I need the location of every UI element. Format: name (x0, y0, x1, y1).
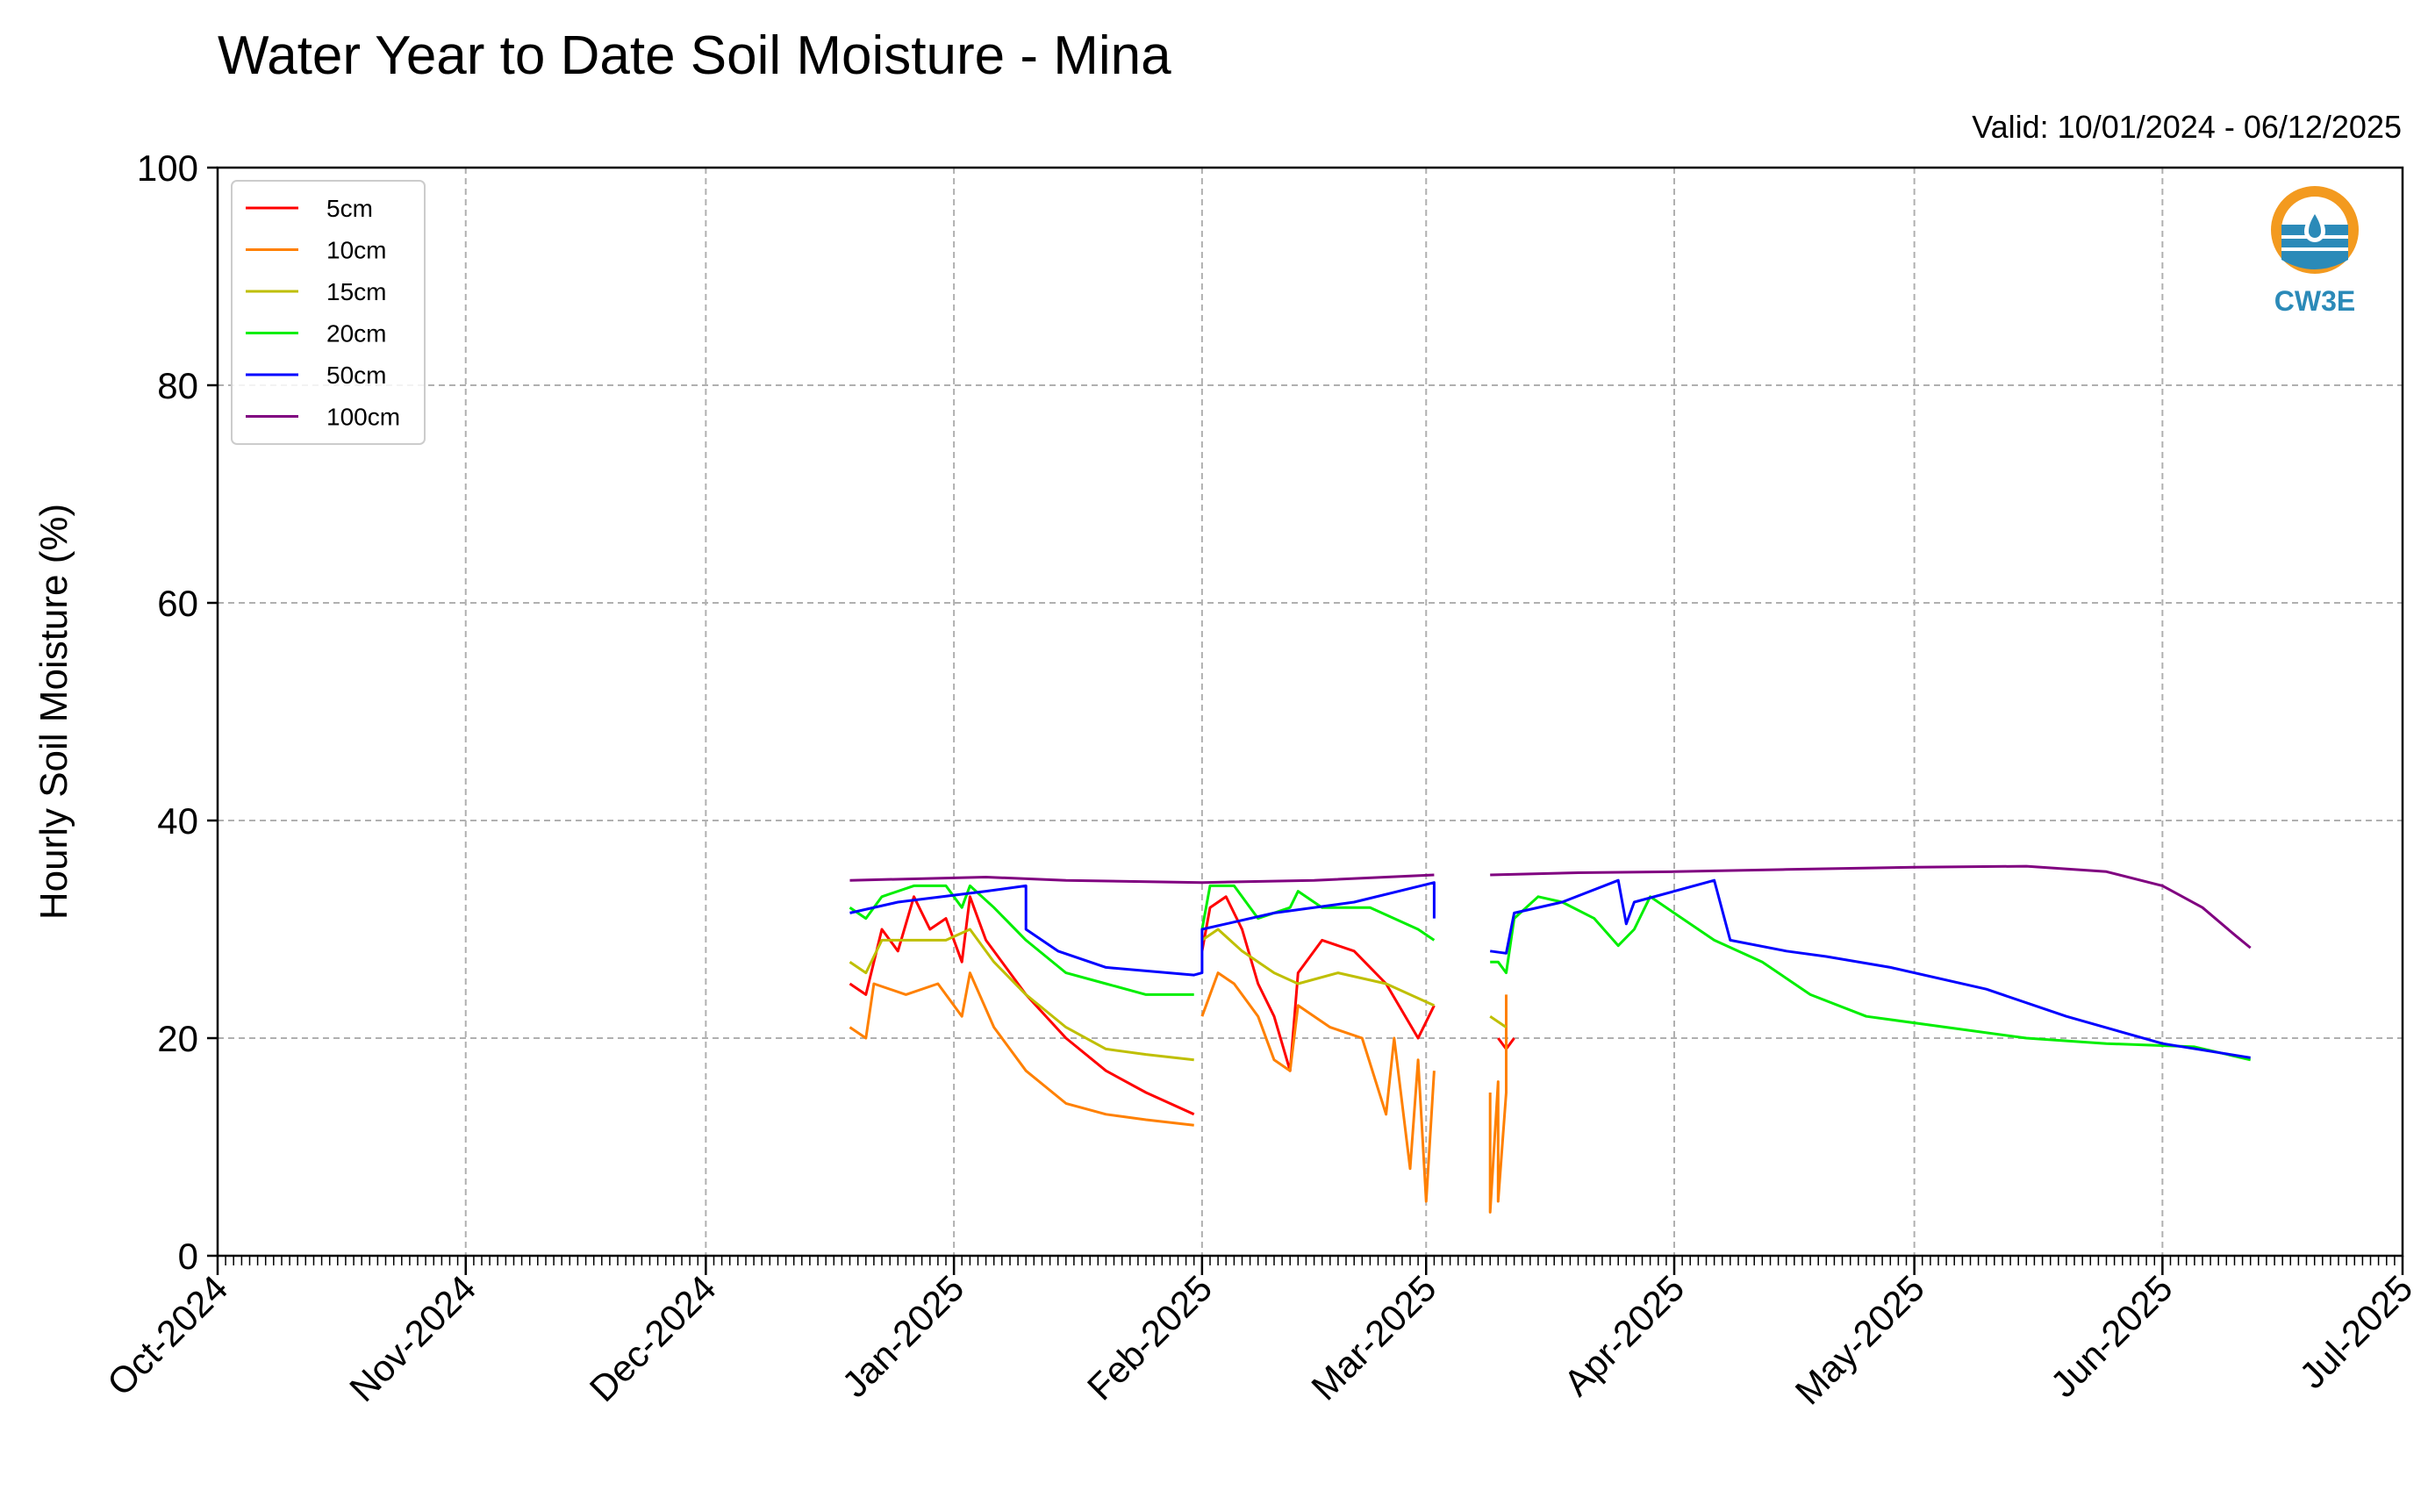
x-tick-label: Dec-2024 (582, 1267, 724, 1409)
legend-label-15cm: 15cm (326, 278, 386, 305)
series-line-20cm (849, 884, 2252, 1062)
legend-box (231, 180, 426, 445)
x-tick-label: Jul-2025 (2291, 1267, 2420, 1396)
legend-label-50cm: 50cm (326, 362, 386, 389)
y-tick-label: 100 (137, 147, 198, 189)
series-lines (849, 864, 2252, 1214)
x-tick-label: May-2025 (1787, 1267, 1932, 1412)
legend-label-20cm: 20cm (326, 320, 386, 348)
logo-text: CW3E (2274, 285, 2355, 317)
series-line-10cm (849, 971, 1508, 1214)
x-tick-label: Jun-2025 (2043, 1267, 2181, 1405)
x-tick-label: Apr-2025 (1556, 1267, 1692, 1403)
valid-date-range: Valid: 10/01/2024 - 06/12/2025 (1972, 109, 2402, 145)
x-tick-label: Feb-2025 (1079, 1267, 1220, 1408)
grid-lines (218, 168, 2403, 1256)
x-tick-label: Nov-2024 (341, 1267, 483, 1409)
series-line-15cm (849, 928, 1508, 1062)
y-tick-label: 0 (178, 1236, 198, 1277)
y-tick-label: 40 (157, 800, 198, 842)
legend-label-5cm: 5cm (326, 195, 373, 222)
plot-frame (216, 166, 2404, 1258)
y-tick-label: 60 (157, 583, 198, 624)
chart-title: Water Year to Date Soil Moisture - Mina (218, 25, 1171, 86)
x-tick-label: Jan-2025 (834, 1267, 971, 1405)
series-line-100cm (849, 864, 2252, 949)
series-line-5cm (849, 895, 1515, 1116)
y-axis-label: Hourly Soil Moisture (%) (32, 504, 75, 920)
x-minor-ticks (217, 1256, 2403, 1265)
legend-label-100cm: 100cm (326, 404, 400, 431)
y-tick-label: 20 (157, 1018, 198, 1059)
y-tick-label: 80 (157, 365, 198, 406)
axes: 0 20 40 60 80 100 Oct-2024 Nov-2024 Dec-2024 Jan-… (99, 147, 2420, 1412)
x-tick-label: Oct-2024 (99, 1267, 235, 1403)
legend: 5cm 10cm 15cm 20cm 50cm 100cm (231, 180, 426, 445)
x-tick-label: Mar-2025 (1303, 1267, 1443, 1408)
cw3e-logo: CW3E (2260, 181, 2369, 318)
series-line-50cm (849, 878, 2251, 1059)
legend-label-10cm: 10cm (326, 237, 386, 264)
cw3e-logo-icon: CW3E (2271, 186, 2359, 317)
